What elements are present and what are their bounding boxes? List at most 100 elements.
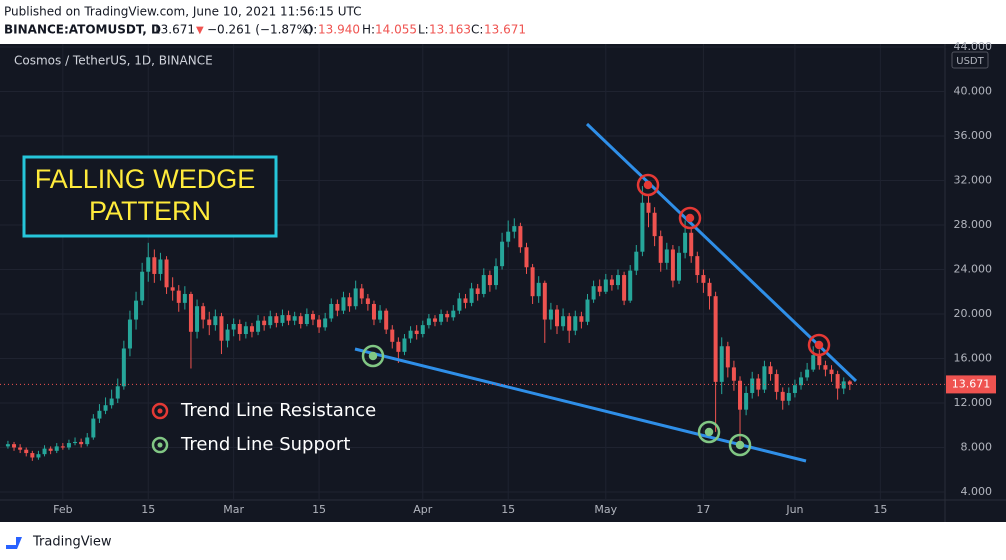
candle-body — [195, 306, 200, 332]
candle-body — [256, 320, 261, 332]
legend-icon — [151, 436, 169, 454]
marker — [697, 420, 721, 444]
candle-body — [487, 275, 492, 286]
candle-body — [457, 298, 462, 311]
chart-title: Cosmos / TetherUS, 1D, BINANCE — [14, 54, 213, 68]
ohlc-label: L: — [418, 23, 429, 37]
legend-icon — [157, 408, 163, 414]
annotation-text: PATTERN — [89, 196, 211, 226]
candle-body — [353, 288, 358, 307]
candle-body — [219, 316, 224, 341]
marker — [704, 427, 714, 437]
candle-body — [158, 259, 163, 274]
candle-body — [768, 366, 773, 375]
last-price-label: 13.671 — [952, 377, 991, 390]
legend-icon — [151, 402, 169, 420]
candle-body — [365, 298, 370, 304]
candle-body — [243, 326, 248, 335]
candle-body — [103, 405, 108, 411]
support-markers — [361, 344, 752, 457]
candle-body — [420, 325, 425, 335]
candle-body — [182, 293, 187, 303]
candle-body — [658, 236, 663, 263]
candle-body — [713, 296, 718, 382]
candle-body — [811, 355, 816, 370]
candle-body — [786, 392, 791, 401]
candle-body — [701, 275, 706, 283]
ohlc-label: C: — [471, 23, 483, 37]
y-tick-label: 16.000 — [954, 351, 993, 364]
candle-body — [585, 299, 590, 322]
candle-body — [841, 381, 846, 389]
candle-body — [731, 367, 736, 381]
candle-body — [201, 306, 206, 320]
candle-body — [134, 300, 139, 320]
symbol: BINANCE:ATOMUSDT, D — [4, 23, 161, 37]
candle-body — [829, 369, 834, 375]
candle-body — [554, 309, 559, 327]
currency: USDT — [956, 56, 984, 67]
candle-body — [176, 290, 181, 303]
quote-line: BINANCE:ATOMUSDT, D 13.671 ▼ −0.261 (−1.… — [4, 23, 526, 37]
marker — [735, 440, 745, 450]
candle-body — [231, 324, 236, 330]
candle-body — [207, 319, 212, 326]
ohlc-label: H: — [362, 23, 375, 37]
x-tick-label: Apr — [413, 503, 433, 516]
candle-body — [475, 288, 480, 294]
candle-body — [378, 310, 383, 320]
candle-body — [329, 303, 334, 319]
candle-body — [12, 444, 17, 448]
candle-body — [188, 293, 193, 332]
candle-body — [97, 410, 102, 419]
x-tick-label: 15 — [873, 503, 887, 516]
y-tick-label: 20.000 — [954, 307, 993, 320]
x-tick-label: Mar — [223, 503, 244, 516]
down-arrow: ▼ — [196, 25, 204, 36]
marker — [636, 173, 660, 197]
candle-body — [390, 329, 395, 342]
candle-body — [60, 446, 65, 448]
candle-body — [91, 418, 96, 438]
candle-body — [30, 453, 35, 458]
candle-body — [646, 202, 651, 213]
x-tick-label: Feb — [53, 503, 72, 516]
candle-body — [597, 286, 602, 292]
marker — [361, 344, 385, 368]
x-tick-label: 17 — [696, 503, 710, 516]
candle-body — [445, 313, 450, 318]
candle-body — [146, 257, 151, 272]
candle-body — [750, 378, 755, 393]
y-tick-label: 40.000 — [954, 85, 993, 98]
marker — [678, 206, 702, 230]
candle-body — [792, 385, 797, 393]
candle-body — [762, 366, 767, 390]
candle-body — [402, 338, 407, 352]
candle-body — [548, 309, 553, 320]
candle-body — [725, 346, 730, 368]
candle-body — [140, 271, 145, 301]
candle-body — [670, 249, 675, 281]
candle-body — [79, 441, 84, 445]
candle-body — [109, 398, 114, 406]
candle-body — [304, 313, 309, 325]
marker — [814, 340, 824, 350]
x-tick-label: 15 — [141, 503, 155, 516]
marker — [728, 433, 752, 457]
y-tick-label: 4.000 — [961, 485, 993, 498]
candle-body — [341, 297, 346, 311]
candle-body — [335, 303, 340, 311]
candle-body — [542, 282, 547, 320]
candle-body — [347, 297, 352, 307]
x-tick-label: May — [594, 503, 617, 516]
candle-body — [756, 378, 761, 390]
last: 13.671 — [153, 23, 195, 37]
candle-body — [323, 318, 328, 328]
candle-body — [213, 316, 218, 326]
candle-body — [744, 392, 749, 410]
candle-body — [603, 279, 608, 292]
candle-body — [36, 454, 41, 458]
ohlc-label: O: — [304, 23, 317, 37]
candle-body — [414, 330, 419, 335]
